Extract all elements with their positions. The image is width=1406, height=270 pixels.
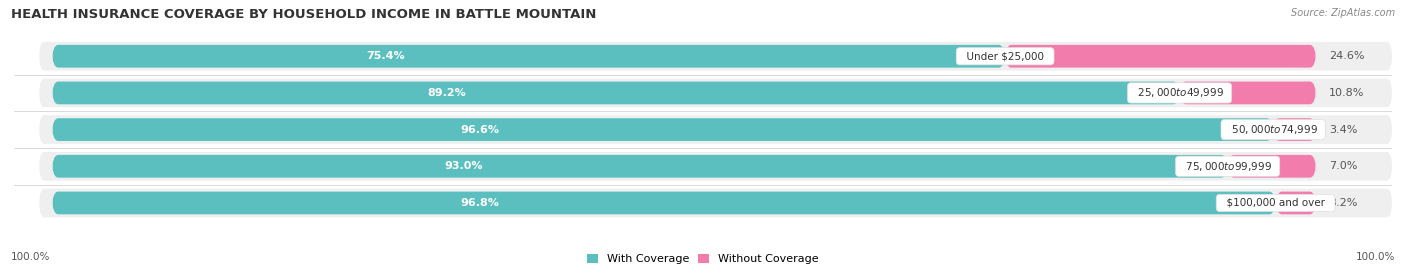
Text: 89.2%: 89.2% xyxy=(427,88,465,98)
FancyBboxPatch shape xyxy=(52,82,1180,104)
FancyBboxPatch shape xyxy=(39,115,1392,144)
Text: $75,000 to $99,999: $75,000 to $99,999 xyxy=(1180,160,1277,173)
Text: $50,000 to $74,999: $50,000 to $74,999 xyxy=(1225,123,1322,136)
FancyBboxPatch shape xyxy=(52,155,1227,178)
FancyBboxPatch shape xyxy=(52,45,1005,68)
FancyBboxPatch shape xyxy=(39,189,1392,217)
Text: 7.0%: 7.0% xyxy=(1329,161,1357,171)
Text: HEALTH INSURANCE COVERAGE BY HOUSEHOLD INCOME IN BATTLE MOUNTAIN: HEALTH INSURANCE COVERAGE BY HOUSEHOLD I… xyxy=(11,8,596,21)
Text: 93.0%: 93.0% xyxy=(444,161,482,171)
FancyBboxPatch shape xyxy=(52,118,1272,141)
Text: 100.0%: 100.0% xyxy=(11,252,51,262)
Text: $25,000 to $49,999: $25,000 to $49,999 xyxy=(1130,86,1227,99)
Text: 3.2%: 3.2% xyxy=(1329,198,1357,208)
Text: 75.4%: 75.4% xyxy=(367,51,405,61)
FancyBboxPatch shape xyxy=(1005,45,1316,68)
Text: Under $25,000: Under $25,000 xyxy=(960,51,1050,61)
FancyBboxPatch shape xyxy=(39,42,1392,70)
Legend: With Coverage, Without Coverage: With Coverage, Without Coverage xyxy=(588,254,818,264)
Text: 3.4%: 3.4% xyxy=(1329,124,1357,135)
FancyBboxPatch shape xyxy=(1275,192,1316,214)
Text: 96.6%: 96.6% xyxy=(460,124,499,135)
FancyBboxPatch shape xyxy=(1227,155,1316,178)
Text: 10.8%: 10.8% xyxy=(1329,88,1364,98)
FancyBboxPatch shape xyxy=(39,152,1392,181)
Text: 96.8%: 96.8% xyxy=(461,198,499,208)
FancyBboxPatch shape xyxy=(39,79,1392,107)
Text: 24.6%: 24.6% xyxy=(1329,51,1364,61)
FancyBboxPatch shape xyxy=(1272,118,1316,141)
Text: Source: ZipAtlas.com: Source: ZipAtlas.com xyxy=(1291,8,1395,18)
Text: 100.0%: 100.0% xyxy=(1355,252,1395,262)
FancyBboxPatch shape xyxy=(52,192,1275,214)
Text: $100,000 and over: $100,000 and over xyxy=(1220,198,1331,208)
FancyBboxPatch shape xyxy=(1180,82,1316,104)
